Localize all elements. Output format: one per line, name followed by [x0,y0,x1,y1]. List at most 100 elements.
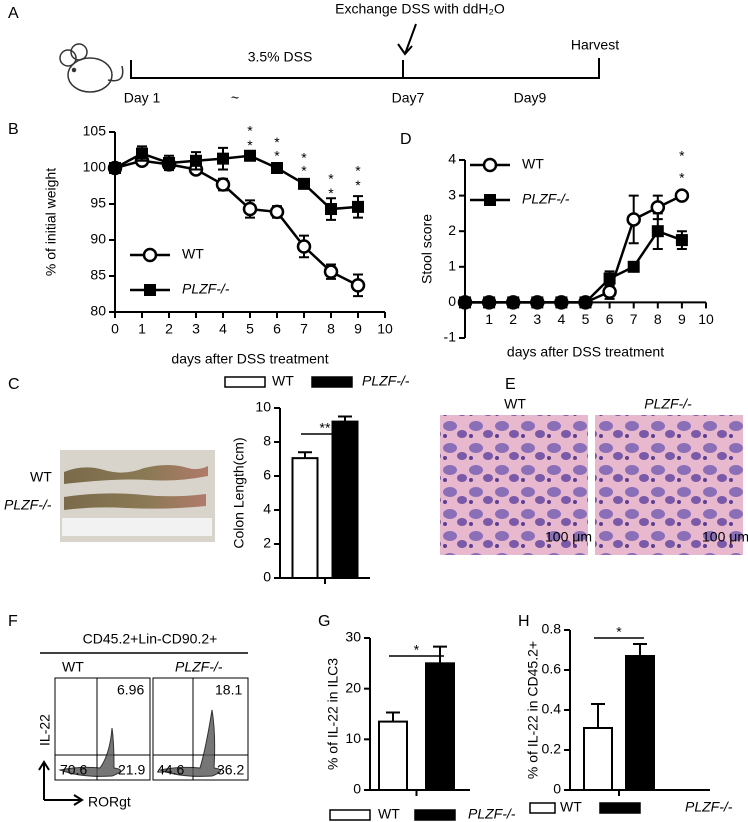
significance-star: * [679,148,685,164]
x-tick-label: 5 [246,321,254,337]
significance-star: * [355,177,361,193]
x-tick-label: 4 [558,311,566,327]
marker [215,177,231,192]
y-tick-label: 105 [83,123,107,139]
y-tick-label: 2 [448,222,456,238]
significance-star: * [274,148,280,164]
series-line [465,229,683,304]
legend-swatch [529,802,556,814]
x-tick-label: 0 [111,321,119,337]
timeline-day: Day7 [392,90,425,106]
marker [242,201,258,217]
series-line [465,194,683,304]
quadrant-value: 18.1 [215,682,242,698]
y-tick-label: 0 [263,569,271,585]
marker [163,156,175,169]
marker [603,272,616,285]
y-tick-label: 6 [263,467,271,483]
y-tick-label: 85 [90,267,106,283]
timeline-top-label: Exchange DSS with ddH₂O [335,1,505,17]
bar [378,720,408,791]
x-tick-label: 6 [273,321,281,337]
quadrant-value: 6.96 [117,682,144,698]
x-tick-label: 7 [630,311,638,327]
quadrant-value: 70.6 [60,762,87,778]
histology-title: WT [504,396,526,412]
legend-swatch [224,376,266,388]
bar [625,655,655,791]
scale-bar-label: 100 μm [545,529,592,545]
legend-label: PLZF-/- [182,281,230,297]
significance-star: * [679,170,685,186]
marker [675,234,688,247]
marker [136,147,148,160]
error-bar [591,703,605,728]
y-tick-label: 0.8 [542,621,562,637]
x-tick-label: 2 [165,321,173,337]
y-tick-label: 90 [90,231,106,247]
marker [602,284,617,299]
y-tick-label: 0.6 [542,661,562,677]
significance-star: * [247,122,253,138]
bar [425,662,455,791]
x-tick-label: 3 [192,321,200,337]
y-tick-label: 20 [345,679,361,695]
legend-marker [144,284,156,296]
bar [331,420,359,579]
significance-label: ** [320,420,331,436]
bar [291,457,319,579]
y-axis-label: Stool score [419,214,435,284]
marker [298,177,310,190]
panel-label: F [8,613,18,630]
y-tick-label: 10 [345,730,361,746]
panel-label: B [8,121,19,138]
marker [109,162,121,174]
error-bar [433,645,447,664]
legend-label: WT [560,799,582,815]
x-tick-label: 6 [606,311,614,327]
panel-label: G [318,613,330,630]
flow-title: WT [62,659,84,675]
timeline-day: Day 1 [124,90,161,106]
significance-star: * [274,134,280,150]
flow-x-label: RORgt [88,794,131,810]
legend-swatch [414,809,456,821]
significance-star: * [301,163,307,179]
arrow [397,23,417,56]
legend-label: WT [522,156,544,172]
x-tick-label: 9 [354,321,362,337]
flow-axis-arrows [38,760,84,806]
y-tick-label: 4 [263,501,271,517]
x-tick-label: 3 [533,311,541,327]
error-bar [386,711,400,722]
legend-label: WT [378,806,400,822]
y-tick-label: 0.2 [542,741,562,757]
marker [271,162,283,174]
panel-label: C [8,376,20,393]
y-tick-label: -1 [444,329,457,345]
y-tick-label: 100 [83,159,107,175]
y-axis-label: % of IL-22 in CD45.2+ [525,641,541,779]
panel-label: A [8,5,19,22]
scale-bar-label: 100 μm [702,529,748,545]
marker [651,225,664,238]
panel-label: D [400,131,412,148]
y-tick-label: 0 [353,781,361,797]
significance-star: * [328,171,334,187]
y-tick-label: 10 [255,399,271,415]
marker [350,278,366,293]
x-axis-label: days after DSS treatment [171,351,328,367]
significance-star: * [328,185,334,201]
legend-swatch [329,809,371,821]
y-tick-label: 0 [448,293,456,309]
marker [325,203,337,216]
significance-star: * [355,163,361,179]
y-tick-label: 80 [90,303,106,319]
quadrant-value: 36.2 [217,762,244,778]
x-tick-label: 1 [485,311,493,327]
significance-star: * [247,137,253,153]
x-tick-label: 5 [582,311,590,327]
significance-label: * [414,642,420,658]
flow-y-label: IL-22 [37,714,53,746]
x-tick-label: 1 [138,321,146,337]
